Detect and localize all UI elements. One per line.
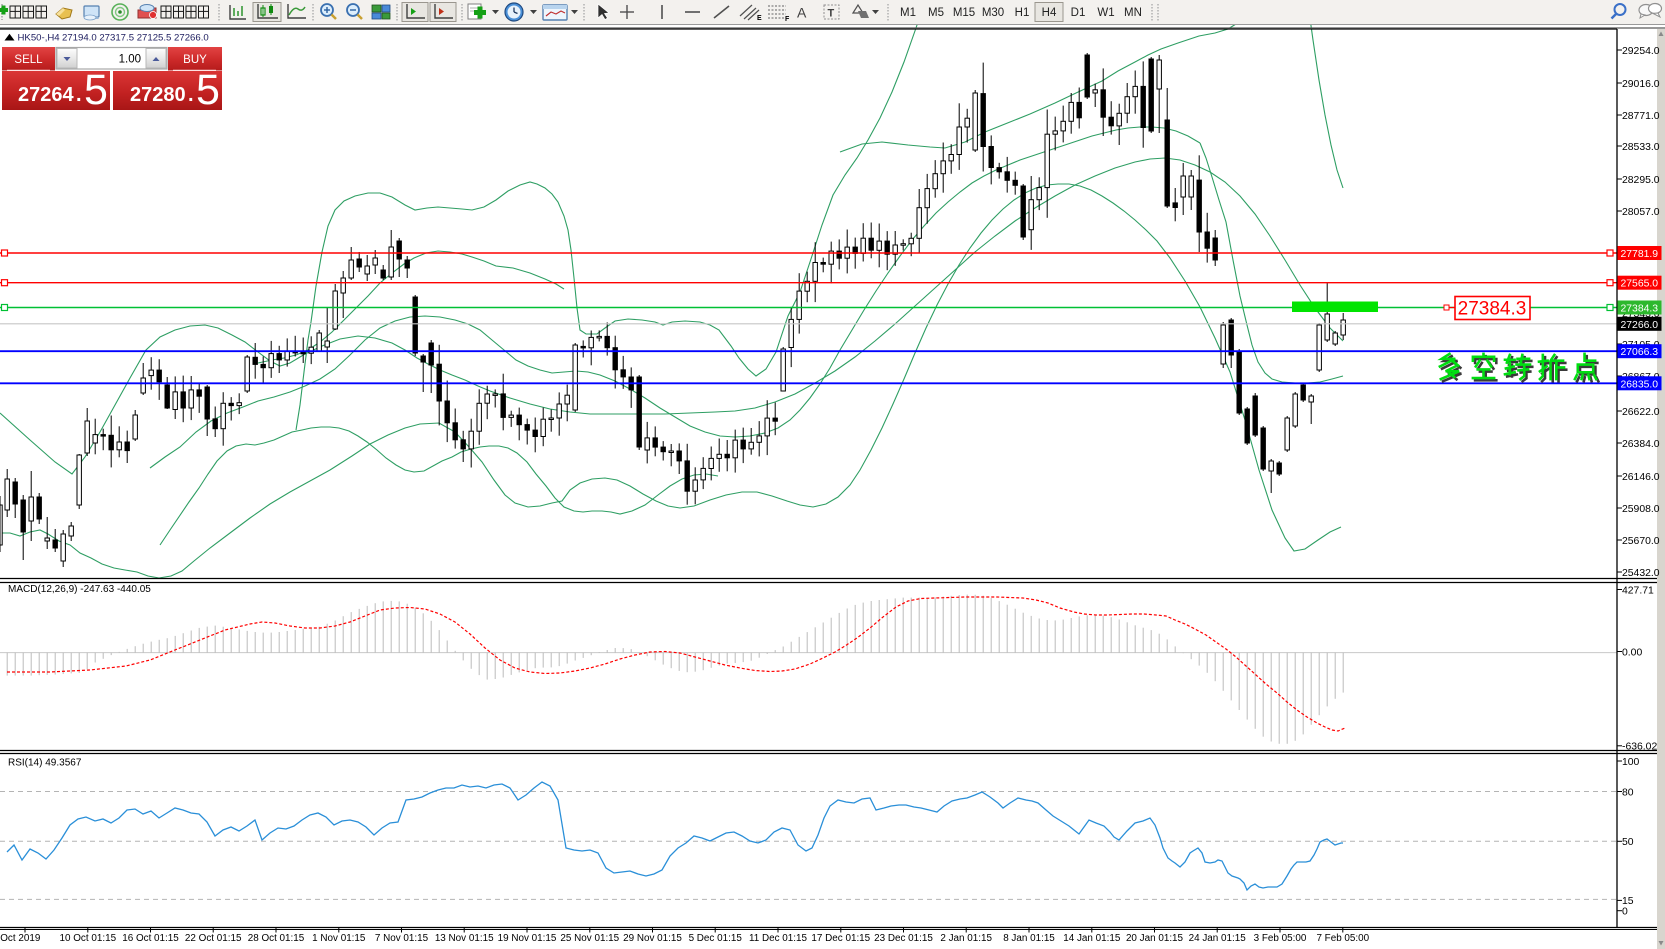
svg-text:M1: M1: [900, 7, 916, 19]
svg-text:26384.0: 26384.0: [1622, 439, 1660, 450]
svg-text:D1: D1: [1071, 7, 1086, 19]
svg-text:29254.0: 29254.0: [1622, 46, 1660, 57]
svg-text:26622.0: 26622.0: [1622, 407, 1660, 418]
svg-text:25432.0: 25432.0: [1622, 568, 1660, 579]
svg-text:H1: H1: [1015, 7, 1030, 19]
svg-text:27565.0: 27565.0: [1621, 279, 1659, 290]
svg-text:24 Jan 01:15: 24 Jan 01:15: [1189, 933, 1247, 944]
svg-text:H4: H4: [1042, 7, 1057, 19]
svg-text:27384.3: 27384.3: [1621, 304, 1659, 315]
svg-text:RSI(14) 49.3567: RSI(14) 49.3567: [8, 758, 82, 769]
svg-text:1.00: 1.00: [119, 54, 141, 66]
svg-text:17 Dec 01:15: 17 Dec 01:15: [811, 933, 870, 944]
svg-text:28295.0: 28295.0: [1622, 175, 1660, 186]
svg-text:MACD(12,26,9) -247.63 -440.05: MACD(12,26,9) -247.63 -440.05: [8, 584, 151, 595]
svg-text:27781.9: 27781.9: [1621, 249, 1659, 260]
svg-text:E: E: [757, 15, 762, 22]
svg-text:28 Oct 01:15: 28 Oct 01:15: [248, 933, 305, 944]
svg-text:2 Jan 01:15: 2 Jan 01:15: [940, 933, 992, 944]
svg-text:27280: 27280: [130, 84, 186, 106]
svg-text:25 Nov 01:15: 25 Nov 01:15: [560, 933, 619, 944]
svg-text:13 Nov 01:15: 13 Nov 01:15: [435, 933, 494, 944]
svg-text:27066.3: 27066.3: [1621, 347, 1659, 358]
svg-text:16 Oct 01:15: 16 Oct 01:15: [122, 933, 179, 944]
svg-text:0: 0: [1622, 907, 1628, 918]
svg-text:22 Oct 01:15: 22 Oct 01:15: [185, 933, 242, 944]
svg-text:27194.0 27317.5 27125.5 27266.: 27194.0 27317.5 27125.5 27266.0: [62, 33, 209, 44]
svg-text:5: 5: [196, 66, 220, 114]
svg-text:M15: M15: [953, 7, 975, 19]
svg-text:A: A: [797, 5, 807, 21]
svg-text:28057.0: 28057.0: [1622, 207, 1660, 218]
svg-text:28533.0: 28533.0: [1622, 142, 1660, 153]
svg-text:29 Nov 01:15: 29 Nov 01:15: [623, 933, 682, 944]
svg-text:20 Jan 01:15: 20 Jan 01:15: [1126, 933, 1184, 944]
svg-text:T: T: [828, 8, 835, 20]
svg-text:23 Dec 01:15: 23 Dec 01:15: [874, 933, 933, 944]
svg-text:5: 5: [84, 66, 108, 114]
svg-text:F: F: [785, 16, 790, 23]
svg-text:15: 15: [1622, 896, 1634, 907]
svg-text:-636.02: -636.02: [1622, 742, 1657, 753]
svg-text:50: 50: [1622, 837, 1634, 848]
svg-text:25908.0: 25908.0: [1622, 504, 1660, 515]
svg-text:19 Nov 01:15: 19 Nov 01:15: [498, 933, 557, 944]
svg-text:3 Feb 05:00: 3 Feb 05:00: [1254, 933, 1307, 944]
svg-text:M5: M5: [928, 7, 944, 19]
svg-text:100: 100: [1622, 757, 1640, 768]
svg-text:27264: 27264: [18, 84, 74, 106]
svg-text:.: .: [76, 84, 82, 106]
svg-text:W1: W1: [1097, 7, 1114, 19]
svg-text:BUY: BUY: [183, 54, 207, 66]
svg-text:MN: MN: [1124, 7, 1142, 19]
svg-text:26835.0: 26835.0: [1621, 379, 1659, 390]
svg-text:3 Oct 2019: 3 Oct 2019: [0, 933, 41, 944]
svg-text:.: .: [188, 84, 194, 106]
svg-text:29016.0: 29016.0: [1622, 79, 1660, 90]
svg-text:28771.0: 28771.0: [1622, 111, 1660, 122]
svg-text:11 Dec 01:15: 11 Dec 01:15: [749, 933, 808, 944]
svg-text:27384.3: 27384.3: [1458, 299, 1527, 320]
svg-text:26146.0: 26146.0: [1622, 472, 1660, 483]
svg-text:14 Jan 01:15: 14 Jan 01:15: [1063, 933, 1121, 944]
svg-text:7 Nov 01:15: 7 Nov 01:15: [375, 933, 429, 944]
svg-text:1 Nov 01:15: 1 Nov 01:15: [312, 933, 366, 944]
svg-text:SELL: SELL: [14, 54, 43, 66]
svg-text:25670.0: 25670.0: [1622, 536, 1660, 547]
svg-text:427.71: 427.71: [1622, 585, 1654, 596]
svg-text:0.00: 0.00: [1622, 647, 1642, 658]
svg-text:8 Jan 01:15: 8 Jan 01:15: [1003, 933, 1055, 944]
svg-text:80: 80: [1622, 787, 1634, 798]
svg-text:10 Oct 01:15: 10 Oct 01:15: [60, 933, 117, 944]
svg-text:7 Feb 05:00: 7 Feb 05:00: [1316, 933, 1369, 944]
svg-text:5 Dec 01:15: 5 Dec 01:15: [689, 933, 743, 944]
svg-text:27266.0: 27266.0: [1621, 320, 1659, 331]
svg-text:HK50-,H4: HK50-,H4: [18, 33, 61, 44]
svg-text:M30: M30: [982, 7, 1004, 19]
